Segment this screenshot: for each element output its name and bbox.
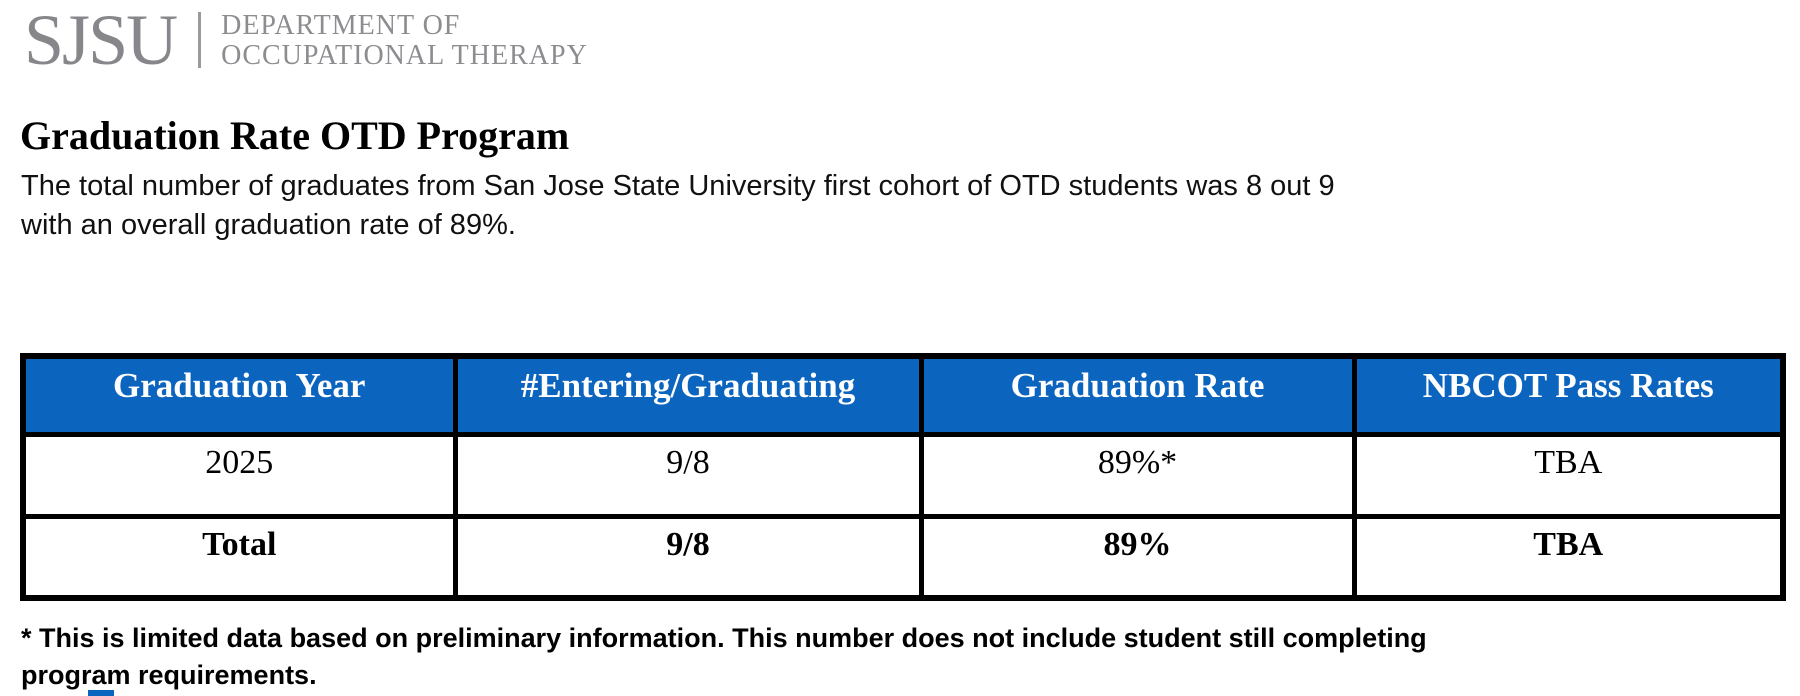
sjsu-logo: SJSU DEPARTMENT OF OCCUPATIONAL THERAPY bbox=[24, 0, 588, 80]
header-cell-entering-graduating: #Entering/Graduating bbox=[452, 353, 924, 437]
cell-entering-graduating: 9/8 bbox=[452, 431, 924, 519]
header-cell-graduation-rate: Graduation Rate bbox=[918, 353, 1357, 437]
page-title: Graduation Rate OTD Program bbox=[20, 113, 570, 158]
cell-year: 2025 bbox=[20, 431, 458, 519]
header-cell-nbcot-pass-rates: NBCOT Pass Rates bbox=[1351, 353, 1786, 437]
clipped-next-table-header bbox=[88, 690, 114, 696]
logo-divider bbox=[198, 12, 202, 69]
cell-entering-graduating: 9/8 bbox=[452, 513, 924, 601]
intro-paragraph: The total number of graduates from San J… bbox=[21, 170, 1335, 241]
table-header-row: Graduation Year #Entering/Graduating Gra… bbox=[20, 353, 1786, 437]
cell-graduation-rate: 89% bbox=[918, 513, 1357, 601]
header-cell-graduation-year: Graduation Year bbox=[20, 353, 458, 437]
cell-graduation-rate: 89%* bbox=[918, 431, 1357, 519]
logo-department-name: DEPARTMENT OF OCCUPATIONAL THERAPY bbox=[221, 10, 588, 72]
cell-nbcot: TBA bbox=[1351, 431, 1786, 519]
table-row-2025: 2025 9/8 89%* TBA bbox=[20, 431, 1786, 519]
sjsu-wordmark: SJSU bbox=[24, 0, 178, 80]
footnote: * This is limited data based on prelimin… bbox=[21, 623, 1427, 690]
cell-nbcot: TBA bbox=[1351, 513, 1786, 601]
graduation-rate-table: Graduation Year #Entering/Graduating Gra… bbox=[20, 353, 1786, 601]
cell-year: Total bbox=[20, 513, 458, 601]
table-row-total: Total 9/8 89% TBA bbox=[20, 513, 1786, 601]
